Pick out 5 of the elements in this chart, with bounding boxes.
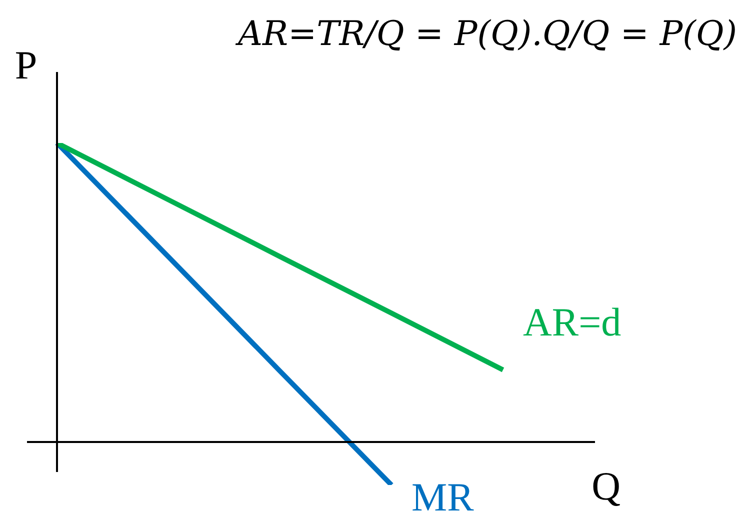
chart-title: AR=TR/Q = P(Q).Q/Q = P(Q) xyxy=(238,14,737,54)
x-axis-title: Q xyxy=(592,463,621,508)
series-label: AR=d xyxy=(523,299,622,344)
y-axis-title: P xyxy=(14,42,38,88)
series-label: MR xyxy=(412,474,474,517)
